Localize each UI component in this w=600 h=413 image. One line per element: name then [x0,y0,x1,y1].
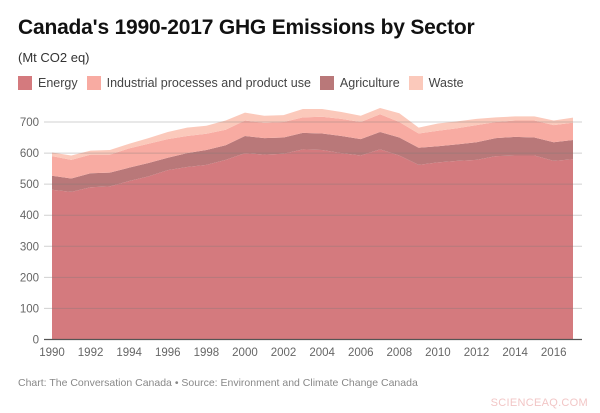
y-tick-label: 500 [20,179,39,191]
x-tick-label: 1998 [194,347,220,359]
legend-label: Agriculture [339,76,400,90]
legend-item-waste: Waste [408,76,464,90]
x-tick-label: 2002 [271,347,297,359]
y-tick-label: 200 [20,272,39,284]
area-agriculture [52,131,573,192]
legend-swatch [319,76,334,90]
x-tick-label: 2014 [502,347,528,359]
y-tick-label: 100 [20,303,39,315]
y-tick-label: 400 [20,210,39,222]
x-tick-label: 2008 [387,347,413,359]
x-tick-label: 1996 [155,347,181,359]
legend-label: Waste [428,76,464,90]
source-footer: Chart: The Conversation Canada • Source:… [18,377,418,389]
legend-swatch [86,76,101,90]
x-tick-label: 2006 [348,347,374,359]
y-tick-label: 300 [20,241,39,253]
y-tick-label: 700 [20,117,39,129]
watermark: SCIENCEAQ.COM [490,397,588,409]
y-tick-label: 600 [20,148,39,160]
legend-item-energy: Energy [18,76,78,90]
area-industrial [52,114,573,179]
x-tick-label: 2004 [309,347,335,359]
legend: Energy Industrial processes and product … [18,76,473,90]
x-tick-label: 2000 [232,347,258,359]
legend-label: Energy [38,76,78,90]
chart-subtitle: (Mt CO2 eq) [18,50,90,65]
y-tick-label: 0 [33,335,39,347]
area-energy [52,149,573,340]
x-tick-label: 2010 [425,347,451,359]
x-tick-label: 1990 [39,347,65,359]
x-tick-label: 2012 [464,347,490,359]
legend-swatch [408,76,423,90]
x-tick-label: 1994 [116,347,142,359]
x-tick-label: 1992 [78,347,104,359]
legend-item-agriculture: Agriculture [319,76,400,90]
chart-title: Canada's 1990-2017 GHG Emissions by Sect… [18,16,475,39]
legend-item-industrial: Industrial processes and product use [86,76,311,90]
x-tick-label: 2016 [541,347,567,359]
legend-label: Industrial processes and product use [106,76,311,90]
legend-swatch [18,76,32,90]
